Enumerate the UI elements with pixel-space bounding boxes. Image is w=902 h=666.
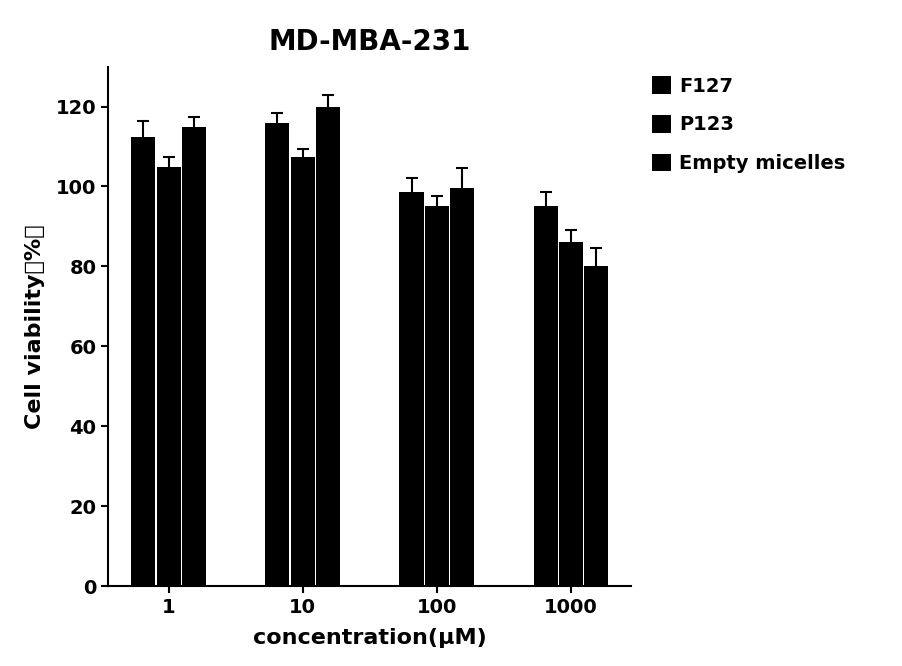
Y-axis label: Cell viability（%）: Cell viability（%） (24, 224, 45, 429)
Title: MD-MBA-231: MD-MBA-231 (269, 28, 471, 56)
Bar (265, 123, 290, 586)
Legend: F127, P123, Empty micelles: F127, P123, Empty micelles (651, 77, 845, 173)
X-axis label: concentration(μM): concentration(μM) (253, 628, 487, 648)
Bar (534, 206, 557, 586)
Bar (182, 127, 206, 586)
Bar (400, 192, 424, 586)
Bar (157, 166, 180, 586)
Bar (584, 266, 609, 586)
Bar (290, 157, 315, 586)
Bar (425, 206, 449, 586)
Bar (316, 107, 340, 586)
Bar (450, 188, 474, 586)
Bar (559, 242, 583, 586)
Bar (131, 137, 155, 586)
